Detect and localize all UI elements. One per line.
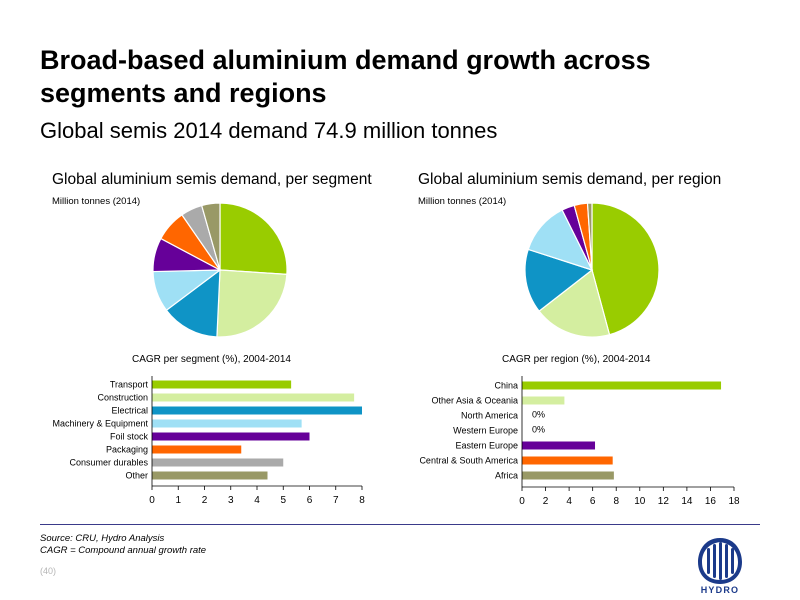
segment-cagr-tick-label-3: 3 (228, 495, 234, 506)
segment-cagr-bar-5 (152, 445, 242, 454)
segment-cagr-bar-3 (152, 419, 302, 428)
footer-divider (40, 524, 760, 525)
segment-cagr-title: CAGR per segment (%), 2004-2014 (132, 354, 291, 365)
segment-cagr-tick-label-0: 0 (149, 495, 155, 506)
segment-pie-slice-0 (219, 202, 288, 275)
region-pie-chart (524, 202, 660, 338)
segment-cagr-category-label-4: Foil stock (110, 432, 149, 442)
segment-cagr-bar-2 (152, 406, 362, 415)
segment-cagr-category-label-3: Machinery & Equipment (52, 419, 148, 429)
region-cagr-category-label-3: Western Europe (453, 426, 518, 436)
region-cagr-tick-label-7: 14 (681, 496, 693, 507)
segment-cagr-bar-1 (152, 393, 355, 402)
footer-source: Source: CRU, Hydro Analysis CAGR = Compo… (40, 533, 206, 557)
segment-cagr-tick-label-6: 6 (307, 495, 313, 506)
segment-pie-slice-2 (165, 268, 221, 338)
hydro-logo-mark (698, 538, 742, 584)
region-cagr-tick-label-1: 2 (543, 496, 549, 507)
hydro-logo: HYDRO (698, 538, 742, 595)
segment-cagr-bar-6 (152, 458, 284, 467)
source-text: Source: CRU, Hydro Analysis (40, 533, 165, 544)
region-cagr-bar-1 (522, 396, 565, 405)
segment-cagr-bar-7 (152, 471, 268, 480)
region-cagr-data-label-3: 0% (532, 425, 545, 435)
segment-cagr-bar-4 (152, 432, 310, 441)
region-cagr-category-label-0: China (494, 381, 518, 391)
region-cagr-tick-label-8: 16 (705, 496, 717, 507)
segment-pie-slice-7 (200, 202, 221, 271)
region-cagr-tick-label-2: 4 (566, 496, 572, 507)
region-chart-unit: Million tonnes (2014) (418, 196, 507, 207)
segment-pie-slice-1 (216, 269, 288, 338)
region-cagr-category-label-4: Eastern Europe (455, 441, 518, 451)
region-cagr-category-label-5: Central & South America (419, 456, 518, 466)
segment-cagr-bar-0 (152, 380, 292, 389)
region-cagr-tick-label-0: 0 (519, 496, 525, 507)
region-cagr-tick-label-4: 8 (613, 496, 619, 507)
segment-cagr-bar-chart: CAGR per segment (%), 2004-2014 Transport… (52, 354, 365, 506)
segment-cagr-category-label-7: Other (125, 471, 148, 481)
segment-chart-title: Global aluminium semis demand, per segme… (52, 171, 372, 188)
region-pie-slice-6 (586, 202, 593, 271)
segment-cagr-category-label-5: Packaging (106, 445, 148, 455)
segment-cagr-category-label-2: Electrical (111, 406, 148, 416)
region-cagr-category-label-1: Other Asia & Oceania (431, 396, 518, 406)
slide-subtitle: Global semis 2014 demand 74.9 million to… (40, 118, 498, 143)
segment-chart-unit: Million tonnes (2014) (52, 196, 141, 207)
segment-cagr-category-label-6: Consumer durables (69, 458, 148, 468)
slide-title: Broad-based aluminium demand growth acro… (40, 45, 651, 108)
region-chart-title: Global aluminium semis demand, per regio… (418, 171, 722, 188)
segment-cagr-tick-label-8: 8 (359, 495, 365, 506)
segment-cagr-tick-label-5: 5 (280, 495, 286, 506)
region-cagr-data-label-2: 0% (532, 410, 545, 420)
hydro-logo-text: HYDRO (701, 585, 740, 595)
region-cagr-bar-0 (522, 381, 722, 390)
region-cagr-tick-label-9: 18 (728, 496, 740, 507)
region-cagr-tick-label-5: 10 (634, 496, 646, 507)
segment-cagr-tick-label-2: 2 (202, 495, 208, 506)
segment-cagr-tick-label-7: 7 (333, 495, 339, 506)
region-pie-slice-1 (538, 268, 611, 338)
segment-cagr-category-label-0: Transport (110, 380, 149, 390)
region-cagr-title: CAGR per region (%), 2004-2014 (502, 354, 651, 365)
segment-cagr-category-label-1: Construction (97, 393, 148, 403)
segment-pie-chart (152, 202, 288, 338)
region-cagr-category-label-6: Africa (495, 471, 518, 481)
region-cagr-category-label-2: North America (461, 411, 518, 421)
region-pie-slice-0 (591, 202, 660, 336)
region-cagr-bar-chart: CAGR per region (%), 2004-2014 China Other… (419, 354, 740, 507)
region-cagr-bar-4 (522, 441, 596, 450)
segment-cagr-tick-label-1: 1 (175, 495, 181, 506)
page-number: (40) (40, 566, 57, 576)
region-cagr-bar-6 (522, 471, 614, 480)
cagr-note: CAGR = Compound annual growth rate (40, 545, 207, 556)
segment-cagr-tick-label-4: 4 (254, 495, 260, 506)
region-cagr-bar-5 (522, 456, 613, 465)
region-cagr-tick-label-6: 12 (658, 496, 670, 507)
region-cagr-tick-label-3: 6 (590, 496, 596, 507)
